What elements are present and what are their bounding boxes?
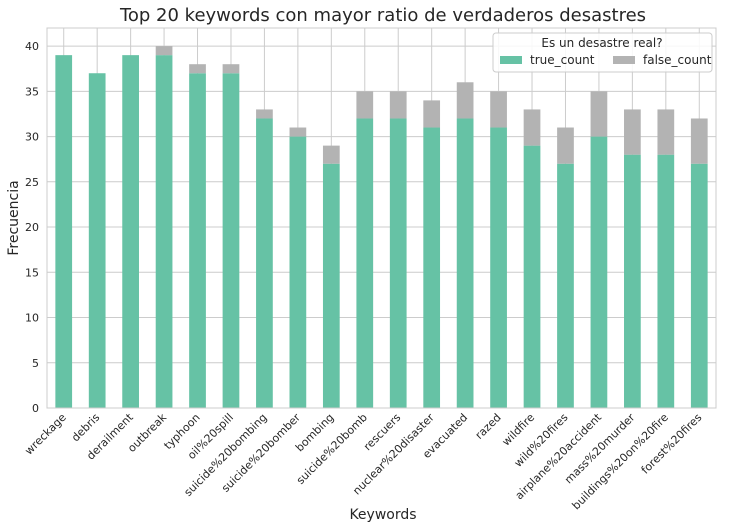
bar-false-count — [389, 91, 407, 119]
y-tick-label: 15 — [25, 266, 39, 279]
y-tick-label: 35 — [25, 85, 39, 98]
y-tick-label: 10 — [25, 312, 39, 325]
bar-false-count — [322, 145, 340, 164]
bars — [55, 46, 708, 409]
legend-swatch-true-count — [500, 56, 522, 64]
bar-false-count — [189, 64, 206, 74]
y-axis-label: Frecuencia — [6, 180, 22, 255]
bar-true-count — [322, 163, 340, 408]
bar-false-count — [256, 109, 273, 119]
legend-title: Es un desastre real? — [541, 36, 662, 50]
bar-true-count — [256, 118, 273, 408]
bar-true-count — [289, 136, 307, 409]
bar-false-count — [490, 91, 507, 128]
y-tick-label: 30 — [25, 131, 39, 144]
x-axis-label: Keywords — [349, 507, 416, 523]
bar-true-count — [189, 73, 206, 408]
bar-false-count — [690, 118, 708, 164]
legend-swatch-false-count — [613, 56, 635, 64]
bar-false-count — [222, 64, 240, 74]
bar-false-count — [155, 46, 173, 56]
bar-true-count — [389, 118, 407, 408]
bar-true-count — [456, 118, 474, 408]
bar-true-count — [423, 127, 441, 409]
bar-true-count — [222, 73, 240, 408]
bar-false-count — [356, 91, 374, 119]
bar-true-count — [690, 163, 708, 408]
plot-frame — [46, 27, 717, 409]
y-tick-label: 0 — [32, 402, 39, 415]
bar-false-count — [557, 127, 574, 164]
bar-true-count — [155, 55, 173, 409]
legend-label-true-count: true_count — [530, 53, 595, 67]
legend-label-false-count: false_count — [643, 53, 712, 67]
bar-true-count — [624, 154, 641, 408]
chart-title: Top 20 keywords con mayor ratio de verda… — [119, 5, 646, 26]
y-tick-label: 25 — [25, 176, 39, 189]
bar-true-count — [88, 73, 106, 408]
legend: Es un desastre real? true_count false_co… — [492, 32, 713, 73]
bar-true-count — [657, 154, 675, 408]
bar-true-count — [523, 145, 541, 408]
bar-true-count — [55, 55, 73, 409]
bar-true-count — [590, 136, 608, 409]
bar-false-count — [590, 91, 608, 137]
bar-true-count — [122, 55, 139, 409]
bar-false-count — [657, 109, 675, 155]
y-tick-label: 5 — [32, 357, 39, 370]
legend-box — [492, 32, 713, 73]
bar-false-count — [456, 82, 474, 119]
bar-false-count — [423, 100, 441, 128]
y-axis-ticks: 0 5 10 15 20 25 30 35 40 — [25, 40, 39, 415]
bar-true-count — [356, 118, 374, 408]
bar-false-count — [289, 127, 307, 137]
bar-true-count — [557, 163, 574, 408]
bar-false-count — [624, 109, 641, 155]
bar-false-count — [523, 109, 541, 146]
y-tick-label: 40 — [25, 40, 39, 53]
bar-true-count — [490, 127, 507, 409]
y-tick-label: 20 — [25, 221, 39, 234]
